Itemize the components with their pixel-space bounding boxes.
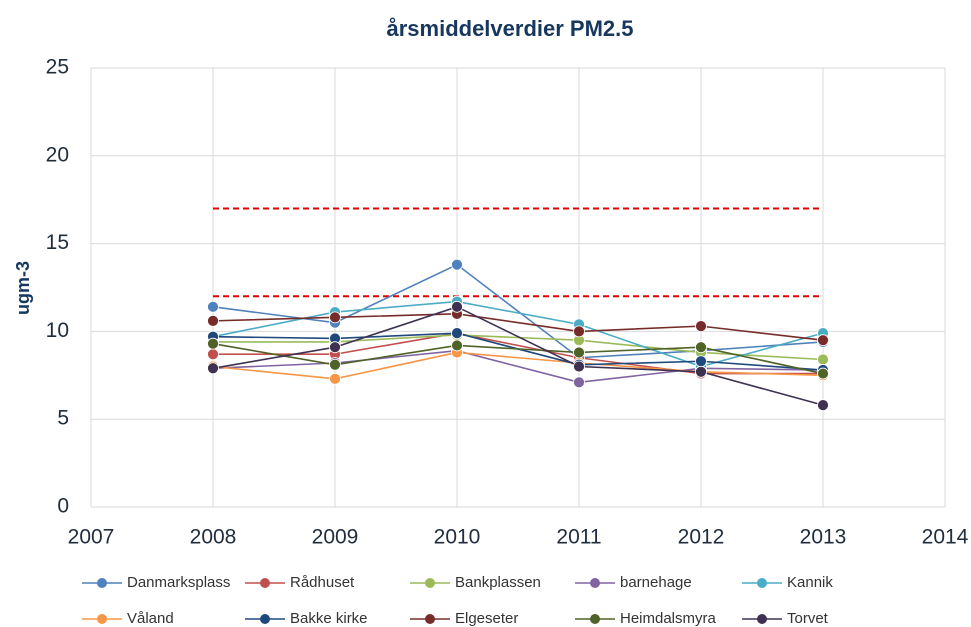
legend-label: Elgeseter <box>455 610 518 627</box>
legend-marker <box>97 614 107 624</box>
series-line <box>212 300 824 368</box>
legend-label: Våland <box>127 610 174 627</box>
legend-marker <box>590 614 600 624</box>
y-tick-label: 20 <box>46 143 69 166</box>
data-point <box>207 314 219 327</box>
y-tick-label: 10 <box>46 319 69 342</box>
data-point <box>207 337 219 350</box>
y-tick-label: 15 <box>46 231 69 254</box>
data-point <box>695 355 707 368</box>
data-point <box>207 348 219 361</box>
legend-label: Heimdalsmyra <box>620 610 717 627</box>
x-tick-label: 2013 <box>800 526 847 549</box>
x-tick-label: 2010 <box>434 526 481 549</box>
legend-label: Danmarksplass <box>127 574 230 591</box>
data-point <box>451 258 463 271</box>
data-point <box>207 300 219 313</box>
data-point <box>207 362 219 375</box>
data-point <box>329 341 341 354</box>
data-point <box>695 341 707 354</box>
legend-label: Kannik <box>787 574 833 591</box>
x-tick-label: 2012 <box>678 526 725 549</box>
series <box>207 300 829 412</box>
legend-marker <box>757 578 767 588</box>
series-line <box>212 313 824 341</box>
y-axis-label: ugm-3 <box>13 261 33 315</box>
data-point <box>573 360 585 373</box>
data-point <box>817 334 829 347</box>
series-line <box>212 351 824 380</box>
data-point <box>573 376 585 389</box>
legend-marker <box>757 614 767 624</box>
legend-marker <box>260 614 270 624</box>
chart-title: årsmiddelverdier PM2.5 <box>386 16 633 41</box>
data-point <box>817 353 829 366</box>
data-point <box>817 399 829 412</box>
x-tick-label: 2014 <box>922 526 969 549</box>
y-tick-label: 25 <box>46 56 69 79</box>
x-tick-label: 2009 <box>312 526 359 549</box>
series-line <box>212 263 824 359</box>
data-point <box>817 367 829 380</box>
data-point <box>695 365 707 378</box>
data-point <box>573 325 585 338</box>
legend-label: Torvet <box>787 610 829 627</box>
legend-marker <box>425 578 435 588</box>
legend-marker <box>260 578 270 588</box>
legend-marker <box>425 614 435 624</box>
series-line <box>212 305 824 406</box>
x-tick-label: 2007 <box>68 526 115 549</box>
data-point <box>695 320 707 333</box>
x-tick-label: 2011 <box>556 526 601 549</box>
legend-label: Rådhuset <box>290 574 355 591</box>
data-point <box>451 300 463 313</box>
y-tick-label: 0 <box>57 495 69 518</box>
data-point <box>329 358 341 371</box>
legend-label: barnehage <box>620 574 692 591</box>
data-point <box>329 372 341 385</box>
data-point <box>451 327 463 340</box>
series-line <box>212 342 824 375</box>
series <box>207 337 829 380</box>
legend-label: Bakke kirke <box>290 610 368 627</box>
legend-marker <box>590 578 600 588</box>
legend-label: Bankplassen <box>455 574 541 591</box>
y-tick-label: 5 <box>57 407 69 430</box>
series-line <box>213 332 823 375</box>
x-tick-label: 2008 <box>190 526 237 549</box>
series <box>207 307 829 347</box>
data-point <box>451 339 463 352</box>
data-point <box>329 311 341 324</box>
series-line <box>212 349 824 384</box>
data-point <box>573 346 585 359</box>
legend-marker <box>97 578 107 588</box>
